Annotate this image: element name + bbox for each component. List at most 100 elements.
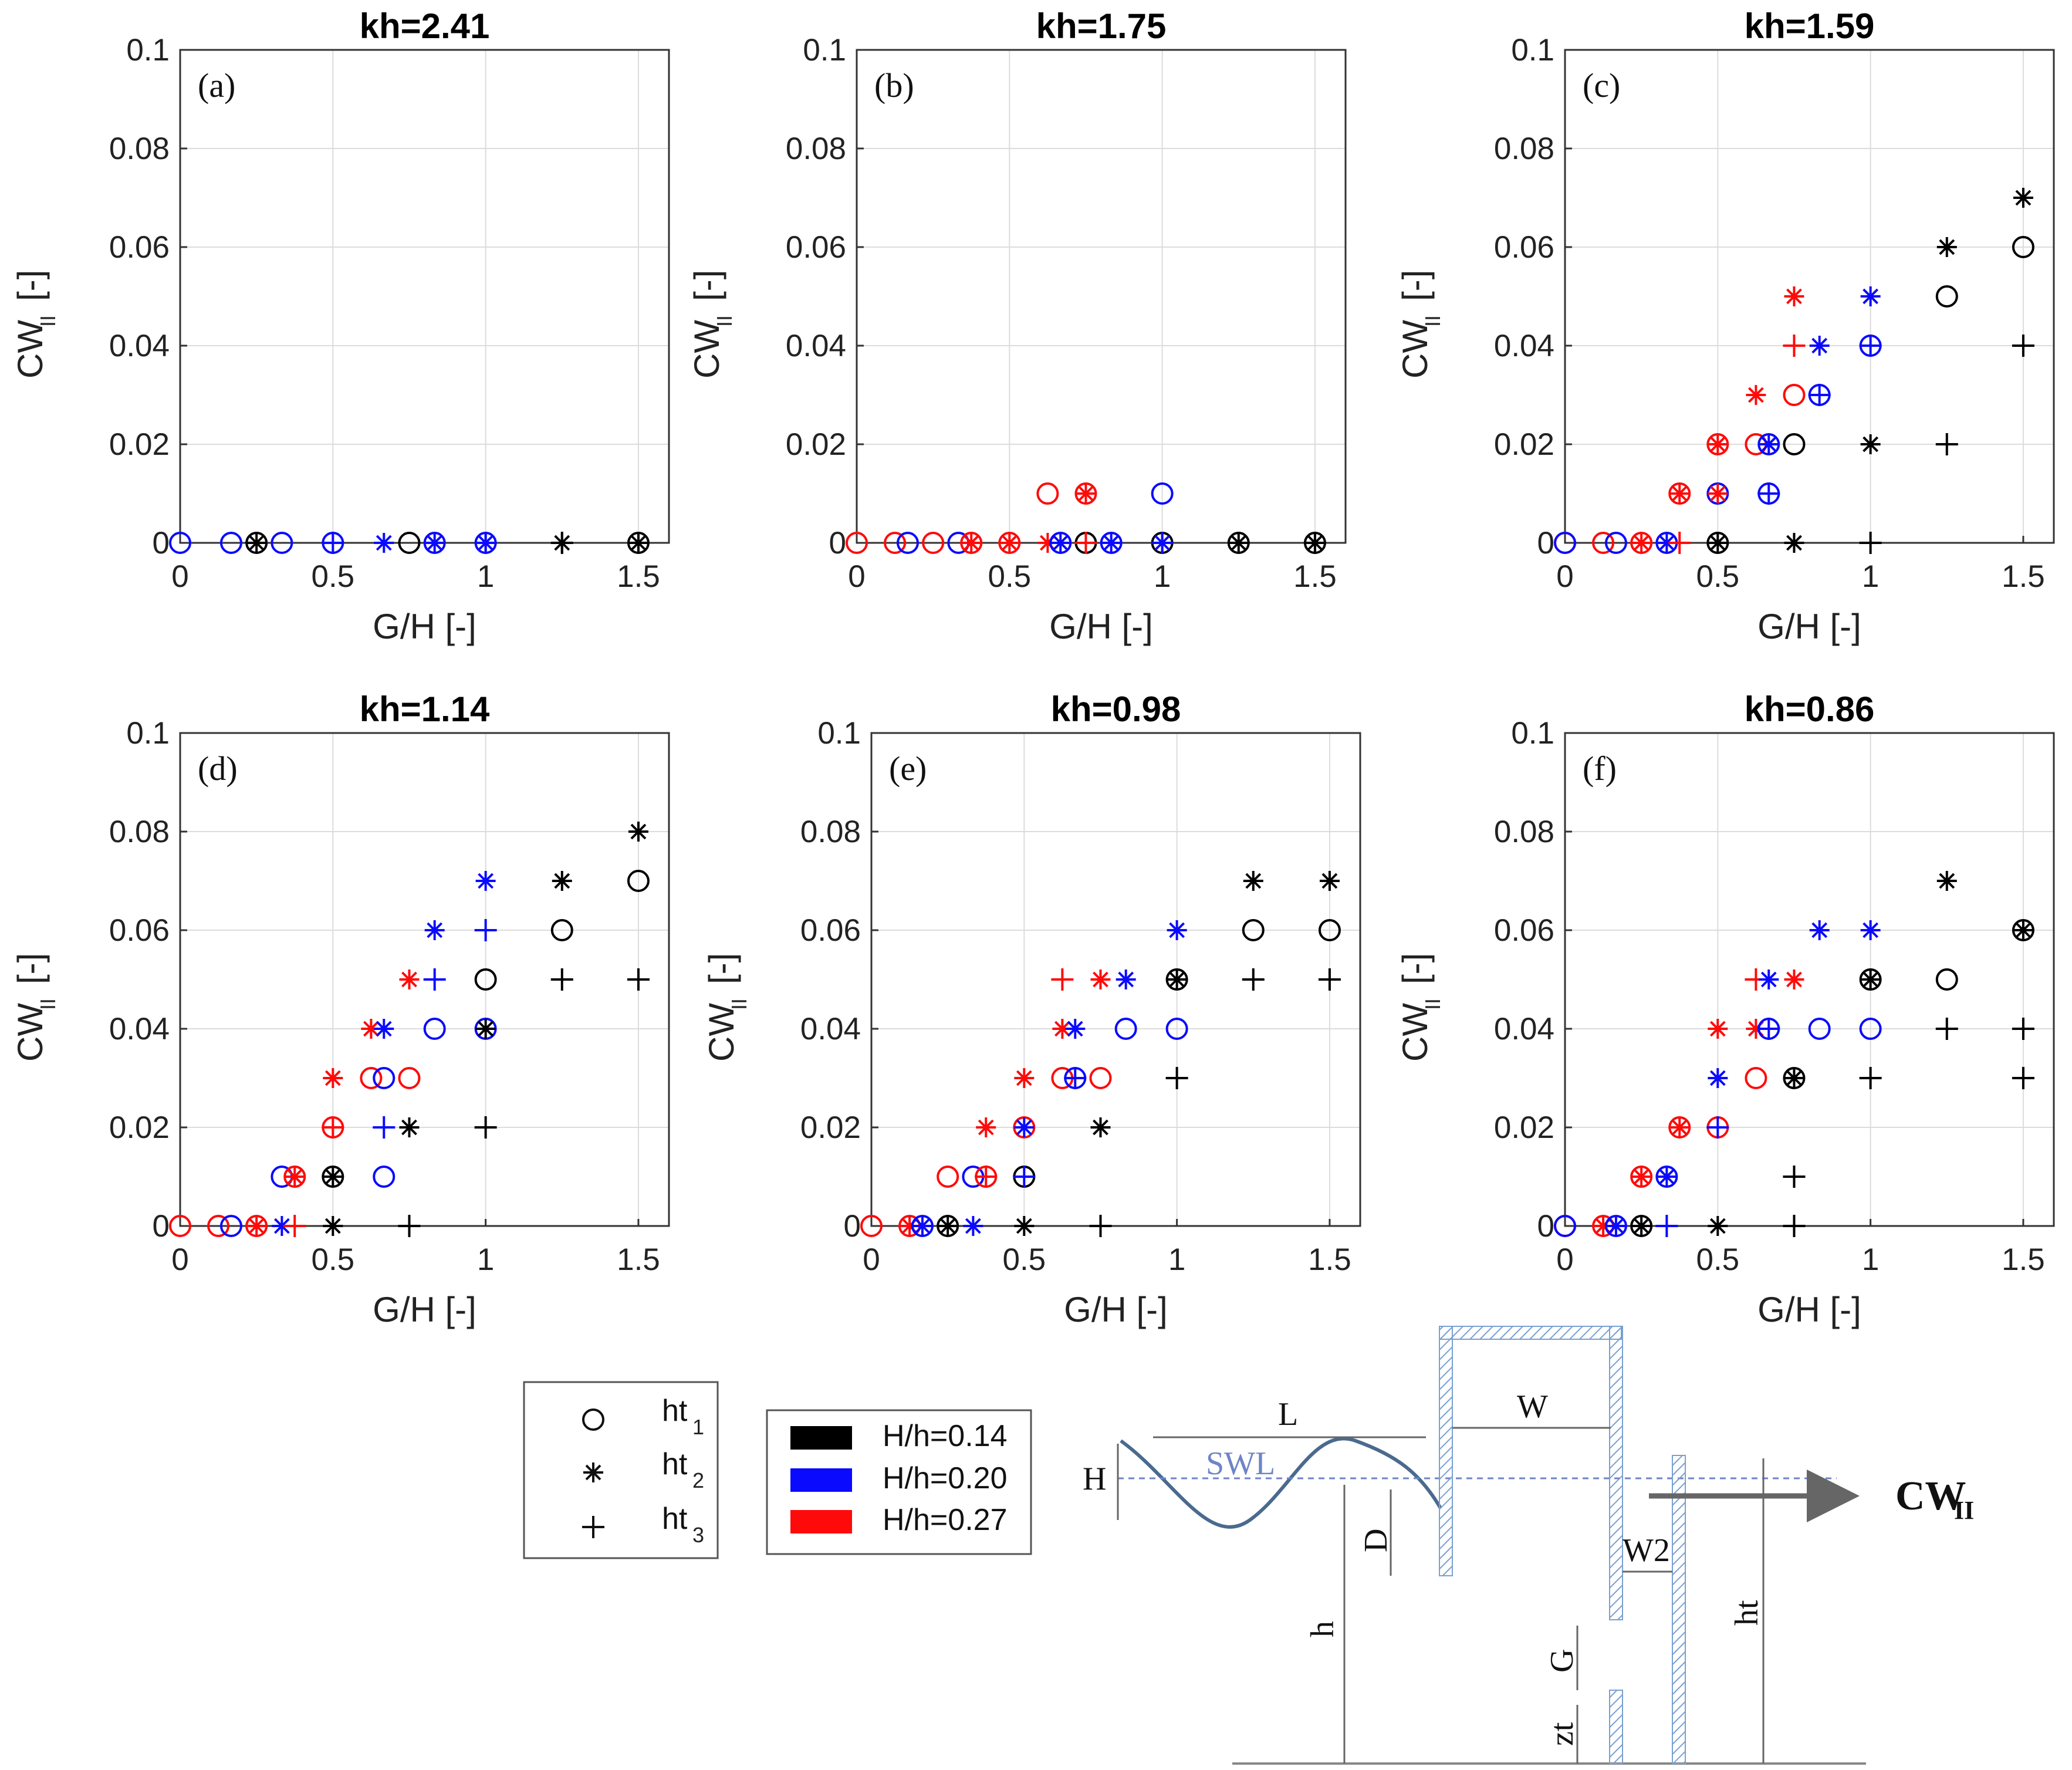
swl-label: SWL [1206,1445,1275,1482]
x-axis-label: G/H [-] [1757,1290,1861,1329]
y-axis-label-unit: [-] [11,953,50,984]
point-star [374,533,394,553]
point-plus [423,968,446,991]
y-tick-label: 0.1 [817,716,861,751]
point-plus [550,532,573,554]
legend-label-h014: H/h=0.14 [883,1419,1008,1453]
data-points [169,532,650,554]
point-plus [550,968,573,991]
y-tick-label: 0.02 [1494,427,1554,462]
dim-D: D [1358,1529,1394,1552]
y-tick-label: 0.1 [1511,716,1554,751]
point-star [323,1068,343,1088]
panel-label: (e) [889,749,927,788]
y-tick-label: 0.04 [786,329,846,363]
panel-b: 0 0.5 1 1.5 0 0.02 0.04 0.06 0.08 0.1 kh=1.75 (b) G/… [687,6,1347,646]
point-star [1101,533,1121,553]
point-circle [896,532,919,554]
y-tick-label: 0 [829,526,846,560]
point-star [1657,1167,1677,1187]
y-axis-label-sub: II [1421,998,1445,1010]
x-axis-label: G/H [-] [373,1290,476,1329]
point-star [1708,484,1728,504]
point-circle [1089,1067,1112,1089]
point-circle [398,532,421,554]
x-axis-label: G/H [-] [373,607,476,646]
point-star [272,1216,292,1236]
point-plus [1935,1018,1958,1040]
panel-label: (c) [1583,66,1620,104]
point-star [1809,336,1830,356]
y-tick-label: 0.06 [1494,230,1554,265]
y-tick-label: 0.04 [109,1012,170,1046]
point-circle [1859,1018,1882,1040]
y-tick-label: 0.04 [1494,1012,1554,1046]
legend-swatch-black [790,1426,852,1450]
point-star [399,1117,420,1137]
point-star [1860,434,1881,454]
point-star [1809,920,1830,940]
point-circle [219,532,242,554]
point-star [1319,871,1340,891]
y-axis-label-unit: [-] [1395,270,1435,301]
point-star [2013,920,2033,940]
point-plus [283,1215,306,1237]
legend-markers: ht 1 ht 2 ht 3 [523,1381,719,1559]
breakwater-diagram: SWL L W H W2 D h ht G zt CW II [1083,1326,1974,1765]
wave-profile [1120,1437,1442,1529]
point-star [323,1167,343,1187]
point-star [1860,920,1881,940]
legend-sub-ht2: 2 [692,1468,704,1492]
y-axis-label-sub: II [1421,315,1445,327]
point-star [246,533,267,553]
point-circle [373,1067,396,1089]
point-star [1090,1117,1111,1137]
point-plus [1859,335,1882,357]
plot-area [857,50,1346,543]
legend-sub-ht1: 1 [692,1415,704,1439]
data-points [846,482,1326,554]
point-star [1631,1216,1652,1236]
output-label-sub: II [1954,1496,1974,1525]
legend-plus-marker [582,1516,604,1538]
x-tick-label: 1 [477,559,494,594]
x-tick-label: 0.5 [1696,1242,1739,1277]
x-tick-label: 0 [863,1242,880,1277]
point-plus [322,532,344,554]
point-star [1228,533,1249,553]
panel-d: 0 0.5 1 1.5 0 0.02 0.04 0.06 0.08 0.1 kh=1.14 (d) G/… [11,690,670,1329]
y-axis-label-main: CW [1395,1003,1435,1062]
panel-c: 0 0.5 1 1.5 0 0.02 0.04 0.06 0.08 0.1 kh=1.59 (c) G/… [1395,6,2055,646]
point-plus [2012,335,2034,357]
x-tick-label: 1.5 [2002,1242,2045,1277]
panel-a: 0 0.5 1 1.5 0 0.02 0.04 0.06 0.08 0.1 kh=2.41 (a) G/… [11,6,670,646]
point-star [1759,434,1779,454]
point-star [976,1117,996,1137]
point-circle [1036,482,1059,505]
y-tick-label: 0.08 [1494,815,1554,849]
point-plus [474,1116,497,1139]
x-tick-label: 0.5 [311,1242,354,1277]
panel-title: kh=1.59 [1745,6,1875,46]
point-star [1746,385,1766,405]
point-plus [1783,1215,1806,1237]
rear-wall [1609,1326,1623,1620]
y-tick-label: 0.02 [786,427,846,462]
point-circle [1783,433,1806,455]
point-star [1014,1216,1035,1236]
point-star [475,1019,496,1039]
y-tick-label: 0.04 [800,1012,861,1046]
point-star [628,822,648,842]
dim-zt: zt [1544,1722,1580,1746]
legend-item-ht1: ht 1 [582,1394,704,1439]
y-tick-label: 0 [153,526,170,560]
x-tick-label: 1.5 [2002,559,2045,594]
point-plus [322,1116,344,1139]
point-star [285,1167,305,1187]
x-tick-label: 1 [1862,559,1879,594]
y-tick-label: 0.04 [1494,329,1554,363]
point-plus [398,1215,421,1237]
